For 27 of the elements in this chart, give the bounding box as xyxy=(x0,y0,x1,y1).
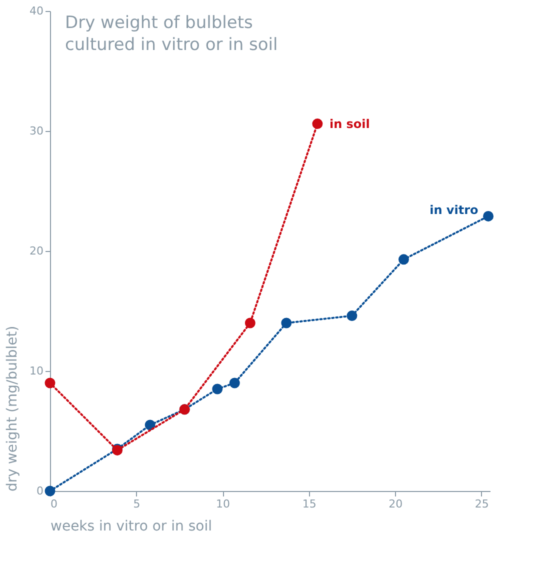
point xyxy=(312,118,323,130)
point xyxy=(212,384,223,394)
y-tick-label: 20 xyxy=(30,244,44,258)
series-label: in soil xyxy=(329,116,370,131)
point xyxy=(346,310,358,322)
y-tick-label: 10 xyxy=(30,364,44,378)
point xyxy=(144,420,156,430)
x-tick-label: 5 xyxy=(133,498,140,510)
point xyxy=(44,378,56,388)
x-tick-label: 20 xyxy=(388,498,403,510)
point xyxy=(229,378,240,388)
x-tick-label: 25 xyxy=(474,498,489,510)
x-tick-label: 10 xyxy=(216,498,230,510)
series-label: in vitro xyxy=(430,203,478,218)
y-axis-title: dry weight (mg/bulblet) xyxy=(4,326,21,492)
point xyxy=(281,318,292,328)
x-tick-label: 0 xyxy=(50,498,58,510)
x-tick-label: 15 xyxy=(302,498,316,510)
point xyxy=(244,318,256,328)
point xyxy=(44,486,56,496)
y-tick-label: 0 xyxy=(36,484,44,498)
y-tick-label: 40 xyxy=(30,4,44,18)
x-axis-title: weeks in vitro or in soil xyxy=(50,518,212,534)
point xyxy=(398,254,409,265)
point xyxy=(483,210,494,222)
y-tick-label: 30 xyxy=(30,124,44,138)
text: Dry weight of bulblets cultured in vitro or in soil xyxy=(65,13,278,55)
